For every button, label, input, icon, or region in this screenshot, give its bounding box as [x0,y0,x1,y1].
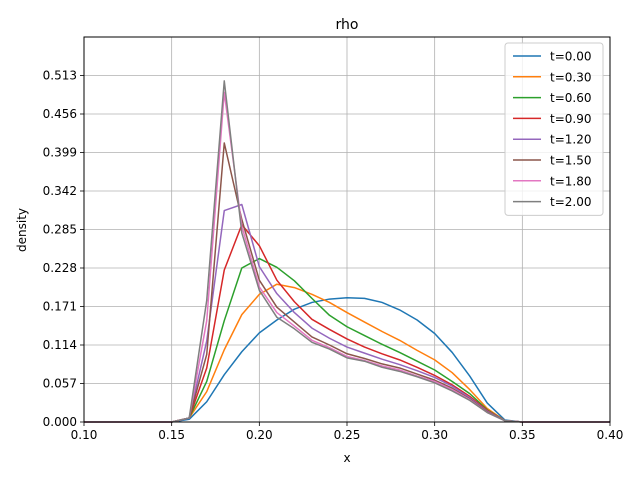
x-tick-label: 0.15 [158,428,185,442]
axes: 0.10 0.15 0.20 0.25 0.30 0.35 0.40 0.000 0.057 0.… [43,69,624,443]
y-tick-label: 0.285 [43,223,77,237]
x-tick-label: 0.30 [421,428,448,442]
y-tick-label: 0.342 [43,184,77,198]
legend-label: t=0.60 [550,91,591,105]
legend-label: t=1.50 [550,154,591,168]
legend-box [504,42,604,216]
legend-label: t=2.00 [550,195,591,209]
y-tick-label: 0.399 [43,146,77,160]
x-axis-label: x [343,451,350,465]
legend-label: t=0.30 [550,70,591,84]
y-tick-label: 0.456 [43,107,77,121]
legend-label: t=0.00 [550,50,591,64]
y-tick-label: 0.000 [43,415,77,429]
x-tick-label: 0.25 [334,428,361,442]
x-tick-label: 0.10 [71,428,98,442]
y-tick-label: 0.114 [43,338,77,352]
y-axis-label: density [15,208,29,252]
y-tick-label: 0.513 [43,69,77,83]
x-tick-label: 0.20 [246,428,273,442]
chart-title: rho [336,17,359,33]
y-tick-label: 0.057 [43,377,77,391]
x-tick-label: 0.40 [597,428,624,442]
legend-label: t=0.90 [550,112,591,126]
y-tick-label: 0.228 [43,261,77,275]
y-tick-label: 0.171 [43,300,77,314]
legend-label: t=1.20 [550,133,591,147]
legend: t=0.00 t=0.30 t=0.60 t=0.90 t=1.20 t=1.50 t=1.… [504,42,604,216]
legend-label: t=1.80 [550,174,591,188]
x-tick-label: 0.35 [509,428,536,442]
